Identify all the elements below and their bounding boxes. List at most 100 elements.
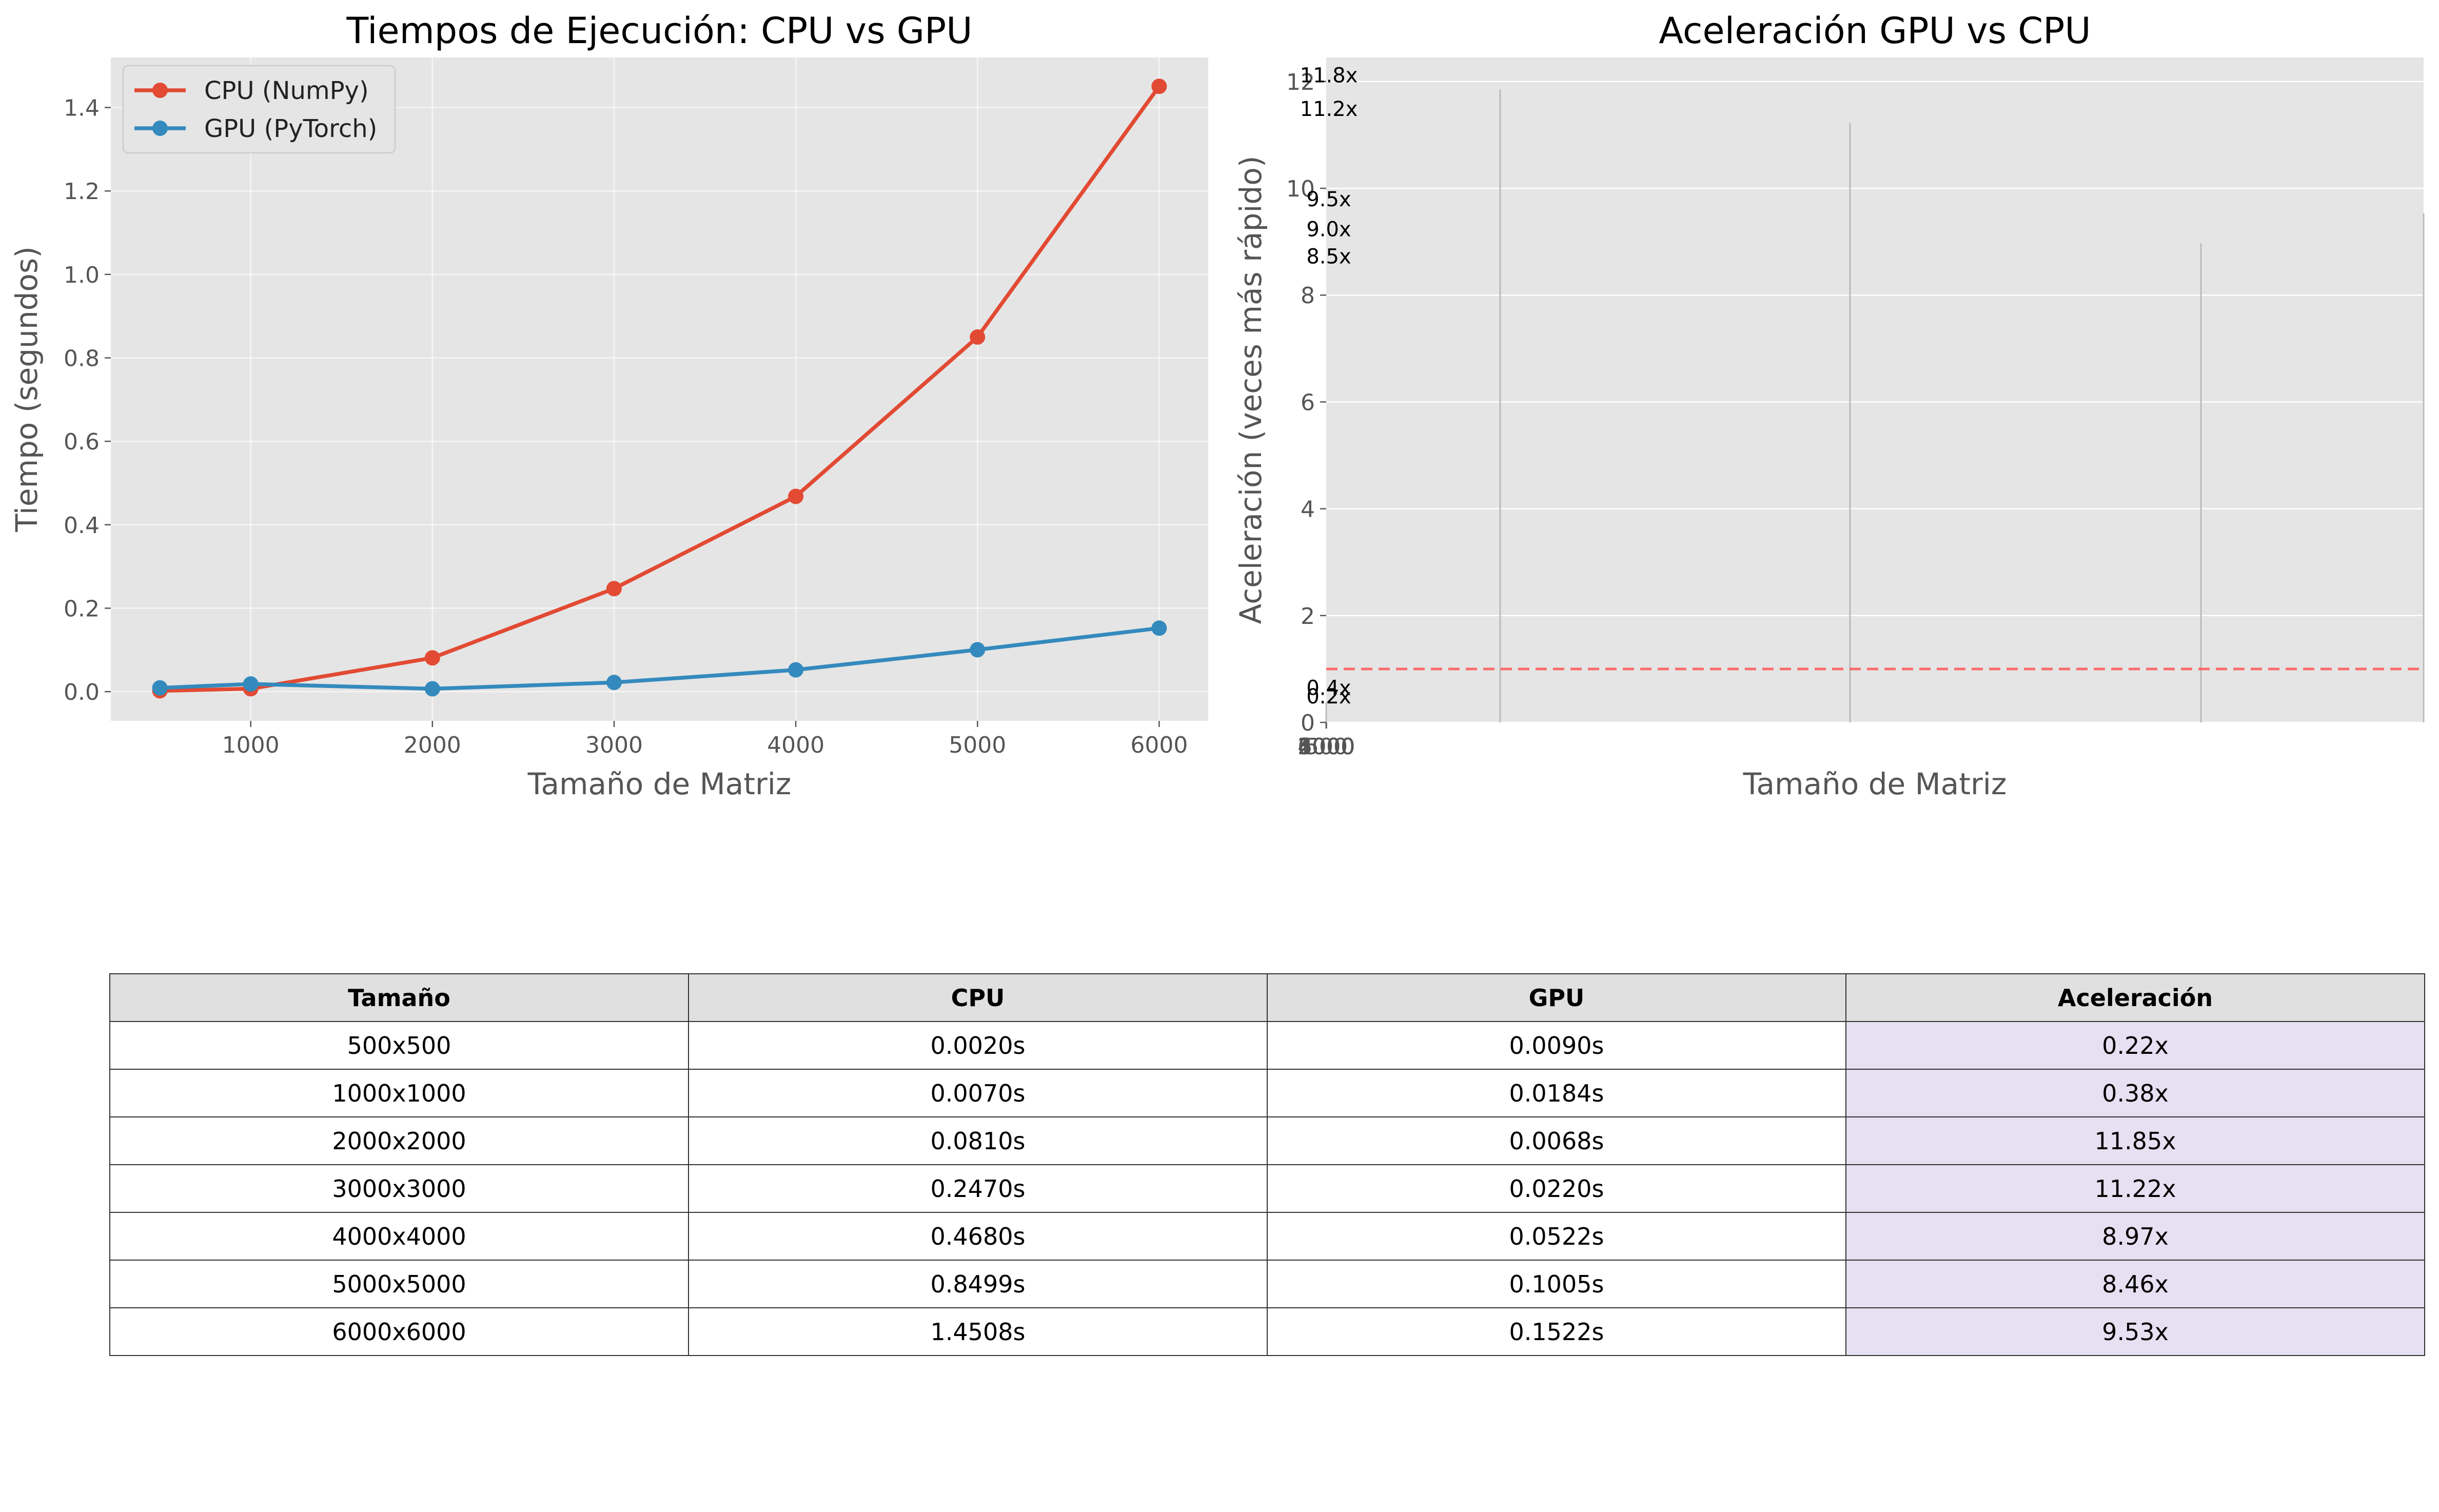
table-row: 5000x5000 0.8499s 0.1005s 8.46x [109, 1260, 2425, 1308]
x-tick-label: 2000 [404, 732, 461, 758]
x-tick-label: 3000 [1297, 734, 1355, 760]
bar-value-label: 8.5x [1306, 245, 1351, 268]
line-chart-series [152, 78, 1167, 699]
line-chart-gridlines [111, 57, 1208, 721]
y-tick-label: 0.6 [64, 429, 100, 455]
cell-size: 500x500 [109, 1021, 689, 1070]
x-tick-label: 1000 [222, 732, 280, 758]
cell-cpu: 0.8499s [688, 1260, 1268, 1308]
line-chart-plot-area [111, 57, 1208, 721]
y-tick-label: 0.0 [64, 679, 100, 705]
y-tick-label: 0 [1301, 710, 1315, 736]
bar-chart-plot-area [1326, 57, 2424, 722]
x-tick-label: 3000 [585, 732, 643, 758]
x-tick-label: 6000 [1297, 734, 1355, 760]
gpu-data-point [152, 680, 168, 696]
cpu-data-point [424, 650, 440, 666]
gpu-data-point [788, 662, 804, 678]
results-table-container: Tamaño CPU GPU Aceleración 500x500 0.002… [109, 973, 2425, 1356]
y-tick-label: 0.4 [64, 513, 100, 539]
speedup-bar [1499, 89, 1501, 723]
bar-value-label: 11.8x [1300, 64, 1358, 87]
x-tick-label: 5000 [1297, 734, 1355, 760]
gpu-data-point [424, 681, 440, 697]
legend-gpu-marker [152, 121, 168, 136]
bar-value-label: 9.0x [1306, 218, 1351, 241]
y-tick-label: 1.0 [64, 262, 100, 288]
gpu-data-point [970, 642, 986, 658]
x-tick-label: 1000 [1297, 734, 1355, 760]
table-row: 2000x2000 0.0810s 0.0068s 11.85x [109, 1116, 2425, 1165]
bar-chart-title: Aceleración GPU vs CPU [1659, 10, 2091, 52]
cell-cpu: 1.4508s [688, 1307, 1268, 1356]
cell-speedup: 0.38x [1845, 1069, 2425, 1117]
y-tick-label: 8 [1301, 283, 1315, 309]
cell-size: 5000x5000 [109, 1260, 689, 1308]
y-tick-label: 2 [1301, 603, 1315, 630]
header-gpu: GPU [1267, 973, 1846, 1022]
line-chart-y-axis-label: Tiempo (segundos) [9, 246, 44, 533]
cell-cpu: 0.4680s [688, 1212, 1268, 1261]
y-tick-label: 0.8 [64, 346, 100, 372]
table-row: 4000x4000 0.4680s 0.0522s 8.97x [109, 1212, 2425, 1261]
cell-cpu: 0.0020s [688, 1021, 1268, 1070]
table-header-row: Tamaño CPU GPU Aceleración [109, 973, 2425, 1022]
cell-gpu: 0.0090s [1267, 1021, 1846, 1070]
bar-value-label: 11.2x [1300, 97, 1358, 121]
cell-size: 2000x2000 [109, 1116, 689, 1165]
header-size: Tamaño [109, 973, 689, 1022]
bar-chart-gridlines [1326, 81, 2424, 723]
line-chart-legend: CPU (NumPy) GPU (PyTorch) [122, 65, 396, 154]
y-tick-label: 1.2 [64, 179, 100, 205]
y-tick-label: 0.2 [64, 596, 100, 622]
cell-gpu: 0.0184s [1267, 1069, 1846, 1117]
cell-gpu: 0.1005s [1267, 1260, 1846, 1308]
header-speedup: Aceleración [1845, 973, 2425, 1022]
line-chart: 1000 2000 3000 4000 5000 6000 0.0 0.2 0.4 0.6 0.8 1… [9, 10, 1208, 801]
x-tick-label: 2000 [1297, 734, 1355, 760]
line-chart-x-axis-label: Tamaño de Matriz [527, 767, 792, 801]
results-table: Tamaño CPU GPU Aceleración 500x500 0.002… [109, 973, 2425, 1356]
cell-gpu: 0.0068s [1267, 1116, 1846, 1165]
table-row: 3000x3000 0.2470s 0.0220s 11.22x [109, 1164, 2425, 1213]
legend-cpu-label: CPU (NumPy) [204, 76, 369, 105]
cell-size: 3000x3000 [109, 1164, 689, 1213]
line-chart-title: Tiempos de Ejecución: CPU vs GPU [346, 10, 972, 52]
speedup-bar [1849, 123, 1851, 722]
cell-cpu: 0.2470s [688, 1164, 1268, 1213]
x-tick-label: 4000 [1297, 734, 1355, 760]
speedup-bar [2200, 243, 2202, 722]
gpu-data-point [1151, 620, 1167, 636]
y-tick-label: 10 [1286, 176, 1315, 202]
cpu-data-point [1151, 78, 1167, 94]
bar-value-label: 0.2x [1306, 685, 1351, 709]
cell-speedup: 0.22x [1845, 1021, 2425, 1070]
bar-chart-value-labels: 0.2x0.4x 11.8x 11.2x 9.0x 8.5x 9.5x [1300, 64, 1358, 709]
speedup-bar [1325, 702, 1327, 722]
legend-gpu-label: GPU (PyTorch) [204, 114, 377, 143]
cell-cpu: 0.0070s [688, 1069, 1268, 1117]
cell-speedup: 11.85x [1845, 1116, 2425, 1165]
x-tick-label: 6000 [1130, 732, 1188, 758]
cell-size: 6000x6000 [109, 1307, 689, 1356]
y-tick-label: 6 [1301, 389, 1315, 416]
cpu-data-point [788, 488, 804, 504]
table-row: 1000x1000 0.0070s 0.0184s 0.38x [109, 1069, 2425, 1117]
bar-chart-bars [1325, 89, 2425, 723]
bar-chart-x-axis-label: Tamaño de Matriz [1743, 767, 2007, 801]
bar-value-label: 0.4x [1306, 676, 1351, 700]
table-row: 500x500 0.0020s 0.0090s 0.22x [109, 1021, 2425, 1070]
x-tick-label: 4000 [767, 732, 824, 758]
cell-gpu: 0.0220s [1267, 1164, 1846, 1213]
y-tick-label: 12 [1286, 69, 1315, 95]
gpu-data-point [606, 675, 622, 691]
cell-size: 4000x4000 [109, 1212, 689, 1261]
gpu-data-point [243, 676, 259, 692]
cell-gpu: 0.0522s [1267, 1212, 1846, 1261]
legend-cpu-marker [152, 83, 168, 98]
x-tick-label: 500 [1305, 734, 1348, 760]
cell-speedup: 9.53x [1845, 1307, 2425, 1356]
bar-chart-y-axis-label: Aceleración (veces más rápido) [1233, 156, 1268, 624]
